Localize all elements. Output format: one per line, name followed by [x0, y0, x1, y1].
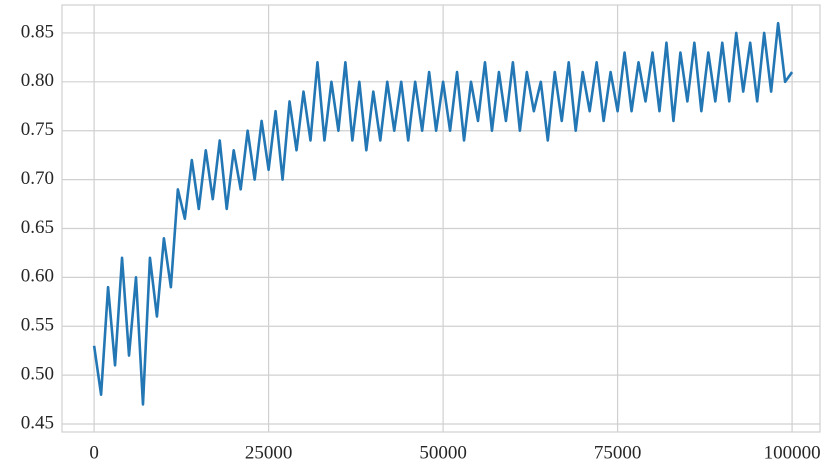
- y-tick-label: 0.55: [21, 315, 54, 336]
- data-line: [92, 21, 794, 406]
- plot-frame: [61, 4, 821, 433]
- y-tick-label: 0.45: [21, 412, 54, 433]
- y-tick-label: 0.65: [21, 217, 54, 238]
- y-tick-label: 0.60: [21, 266, 54, 287]
- x-tick-label: 0: [89, 442, 99, 463]
- y-tick-label: 0.85: [21, 21, 54, 42]
- y-tick-label: 0.70: [21, 168, 54, 189]
- x-tick-label: 75000: [594, 442, 642, 463]
- x-tick-label: 50000: [419, 442, 467, 463]
- x-tick-label: 100000: [764, 442, 821, 463]
- x-tick-label: 25000: [245, 442, 293, 463]
- y-tick-label: 0.50: [21, 363, 54, 384]
- y-tick-label: 0.75: [21, 119, 54, 140]
- y-tick-label: 0.80: [21, 70, 54, 91]
